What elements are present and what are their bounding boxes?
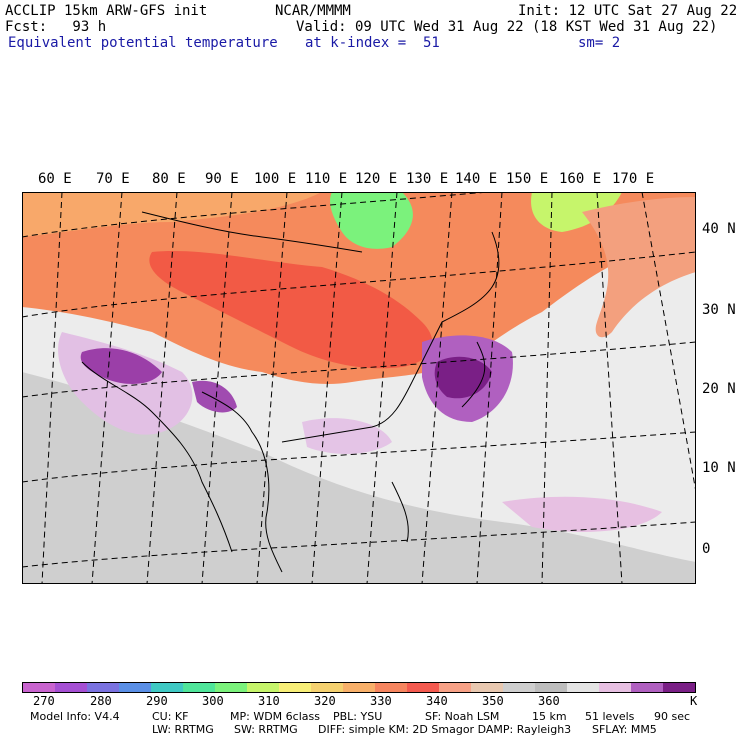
- colorbar-swatch: [343, 683, 375, 692]
- lon-label: 170 E: [612, 171, 655, 187]
- model-title: ACCLIP 15km ARW-GFS init: [5, 3, 208, 19]
- lat-label: 40 N: [702, 221, 736, 237]
- field-name: Equivalent potential temperature: [8, 35, 278, 51]
- colorbar-swatch: [151, 683, 183, 692]
- graticule: [22, 192, 696, 584]
- colorbar-swatch: [23, 683, 55, 692]
- lon-label: 90 E: [205, 171, 239, 187]
- colorbar-tick-label: 340: [426, 694, 448, 708]
- colorbar-tick-label: 360: [538, 694, 560, 708]
- cool-region-north-pacific: [531, 192, 622, 232]
- cumulus-scheme: CU: KF: [152, 710, 189, 723]
- colorbar-swatch: [119, 683, 151, 692]
- valid-time: Valid: 09 UTC Wed 31 Aug 22 (18 KST Wed …: [296, 19, 718, 35]
- colorbar-swatch: [247, 683, 279, 692]
- model-info: Model Info: V4.4: [30, 710, 120, 723]
- colorbar-swatch: [567, 683, 599, 692]
- colorbar-swatch: [407, 683, 439, 692]
- lat-label: 30 N: [702, 302, 736, 318]
- colorbar-unit: K: [690, 694, 698, 708]
- colorbar-swatch: [375, 683, 407, 692]
- colorbar-swatch: [55, 683, 87, 692]
- longwave-scheme: LW: RRTMG: [152, 723, 214, 736]
- warm-band-pacific: [582, 197, 696, 338]
- cool-region-mongolia: [330, 192, 413, 249]
- lon-label: 60 E: [38, 171, 72, 187]
- colorbar-tick-label: 290: [146, 694, 168, 708]
- colorbar: [22, 682, 696, 693]
- lon-label: 100 E: [254, 171, 297, 187]
- colorbar-swatch: [439, 683, 471, 692]
- colorbar-tick-label: 320: [314, 694, 336, 708]
- colorbar-swatch: [183, 683, 215, 692]
- colorbar-swatch: [503, 683, 535, 692]
- grey-region-south: [22, 372, 696, 584]
- lon-label: 140 E: [455, 171, 498, 187]
- surface-layer-scheme: SFLAY: MM5: [592, 723, 657, 736]
- map-panel: [22, 192, 696, 584]
- orange-band-west: [22, 192, 322, 237]
- shortwave-scheme: SW: RRTMG: [234, 723, 298, 736]
- colorbar-tick-label: 310: [258, 694, 280, 708]
- colorbar-swatch: [631, 683, 663, 692]
- colorbar-swatch: [471, 683, 503, 692]
- microphysics-scheme: MP: WDM 6class: [230, 710, 320, 723]
- time-step: 90 sec: [654, 710, 691, 723]
- colorbar-swatch: [215, 683, 247, 692]
- lon-label: 80 E: [152, 171, 186, 187]
- surface-scheme: SF: Noah LSM: [425, 710, 500, 723]
- colorbar-tick-label: 330: [370, 694, 392, 708]
- lon-label: 150 E: [506, 171, 549, 187]
- lon-label: 110 E: [305, 171, 348, 187]
- init-time: Init: 12 UTC Sat 27 Aug 22: [518, 3, 738, 19]
- purple-region-tibet: [80, 348, 162, 384]
- colorbar-tick-label: 270: [33, 694, 55, 708]
- hot-region-china: [149, 250, 433, 369]
- forecast-hour: Fcst: 93 h: [5, 19, 107, 35]
- coastlines: [81, 211, 500, 573]
- purple-region-pacific: [502, 496, 662, 532]
- colorbar-swatch: [535, 683, 567, 692]
- lon-label: 70 E: [96, 171, 130, 187]
- colorbar-tick-label: 350: [482, 694, 504, 708]
- level-index: at k-index = 51: [305, 35, 440, 51]
- vertical-levels: 51 levels: [585, 710, 635, 723]
- resolution: 15 km: [532, 710, 567, 723]
- colorbar-tick-label: 300: [202, 694, 224, 708]
- lon-label: 130 E: [406, 171, 449, 187]
- smoothing-label: sm= 2: [578, 35, 621, 51]
- colorbar-swatch: [279, 683, 311, 692]
- colorbar-swatch: [663, 683, 695, 692]
- lat-label: 10 N: [702, 460, 736, 476]
- pbl-scheme: PBL: YSU: [333, 710, 383, 723]
- colorbar-swatch: [599, 683, 631, 692]
- lat-label: 0: [702, 541, 711, 557]
- center-label: NCAR/MMMM: [275, 3, 351, 19]
- lat-label: 20 N: [702, 381, 736, 397]
- colorbar-swatch: [87, 683, 119, 692]
- colorbar-swatch: [311, 683, 343, 692]
- lon-label: 160 E: [559, 171, 602, 187]
- colorbar-tick-label: 280: [90, 694, 112, 708]
- diffusion-scheme: DIFF: simple KM: 2D Smagor DAMP: Rayleig…: [318, 723, 572, 736]
- lon-label: 120 E: [355, 171, 398, 187]
